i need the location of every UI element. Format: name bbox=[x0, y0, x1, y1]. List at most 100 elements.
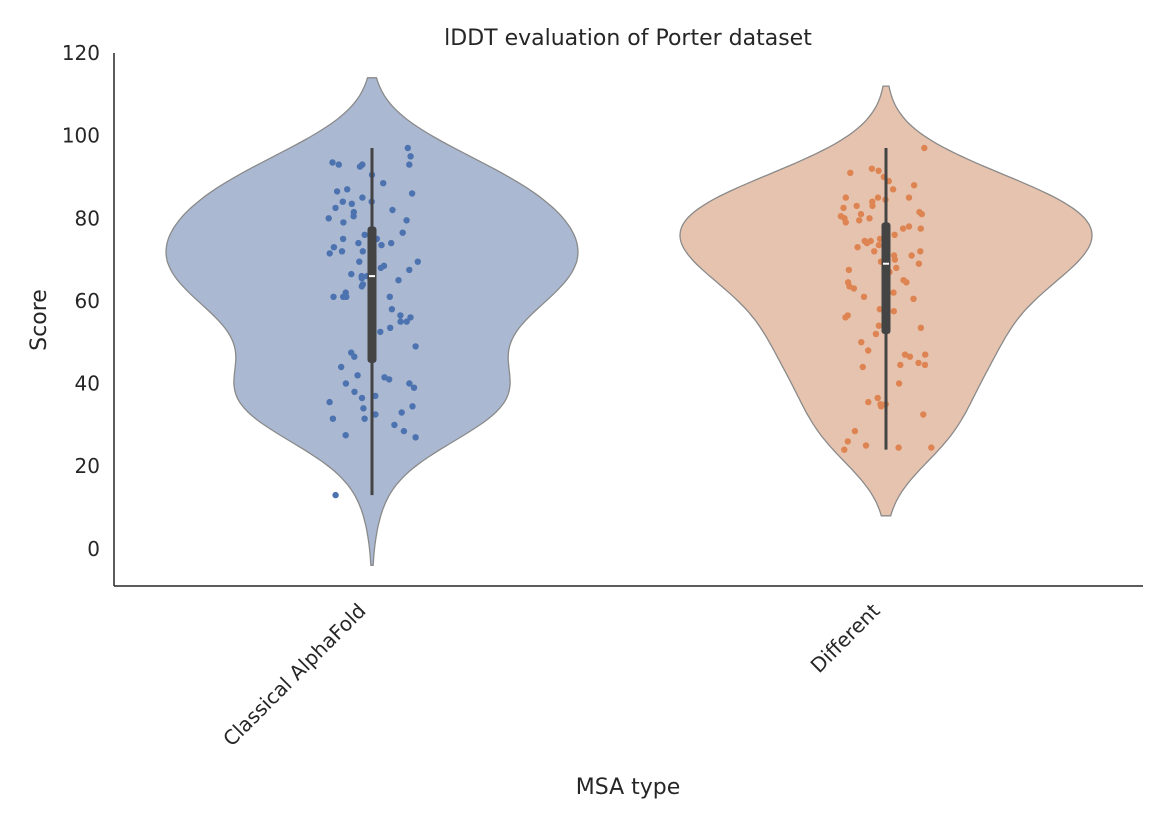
data-point bbox=[891, 256, 899, 263]
data-point bbox=[339, 235, 347, 243]
data-point bbox=[404, 144, 411, 152]
data-point bbox=[354, 372, 361, 379]
violins-layer bbox=[165, 77, 1093, 566]
data-point bbox=[853, 202, 860, 210]
data-point bbox=[903, 279, 910, 286]
data-point bbox=[842, 194, 849, 201]
data-point bbox=[358, 275, 365, 282]
data-point bbox=[868, 165, 876, 172]
boxes-layer bbox=[367, 148, 891, 496]
data-point bbox=[842, 219, 849, 226]
data-point bbox=[355, 239, 362, 247]
data-point bbox=[387, 324, 394, 331]
data-point bbox=[890, 289, 897, 296]
data-point bbox=[921, 361, 929, 369]
data-point bbox=[862, 442, 870, 449]
data-point bbox=[874, 394, 881, 402]
data-point bbox=[895, 380, 903, 387]
data-point bbox=[386, 376, 393, 383]
data-point bbox=[891, 231, 898, 238]
data-point bbox=[863, 239, 871, 247]
data-point bbox=[377, 328, 384, 336]
data-point bbox=[850, 285, 858, 292]
data-point bbox=[386, 293, 393, 300]
data-point bbox=[338, 248, 346, 255]
data-point bbox=[378, 241, 385, 249]
data-point bbox=[915, 260, 923, 267]
data-point bbox=[344, 186, 351, 193]
data-point bbox=[326, 250, 333, 257]
data-point bbox=[407, 153, 414, 160]
data-point bbox=[897, 361, 904, 369]
data-point bbox=[342, 380, 350, 387]
chart-title: lDDT evaluation of Porter dataset bbox=[444, 26, 812, 51]
data-point bbox=[859, 363, 866, 371]
x-axis-label: MSA type bbox=[576, 775, 681, 800]
data-point bbox=[399, 229, 406, 236]
y-tick-label: 120 bbox=[62, 41, 100, 65]
x-tick-label: Classical AlphaFold bbox=[218, 599, 370, 751]
data-point bbox=[360, 405, 367, 412]
data-point bbox=[922, 351, 929, 358]
data-point bbox=[332, 204, 339, 212]
iqr-box bbox=[367, 226, 377, 363]
y-tick-label: 60 bbox=[75, 289, 100, 313]
data-point bbox=[876, 306, 883, 313]
data-point bbox=[338, 363, 345, 371]
data-point bbox=[847, 169, 854, 176]
data-point bbox=[380, 180, 387, 187]
data-point bbox=[343, 293, 350, 300]
data-point bbox=[342, 432, 349, 439]
data-point bbox=[350, 213, 357, 220]
data-point bbox=[917, 248, 924, 255]
axes-layer bbox=[113, 53, 1143, 587]
data-point bbox=[920, 411, 927, 418]
data-point bbox=[841, 446, 848, 453]
data-point bbox=[325, 215, 332, 222]
points-layer bbox=[325, 144, 935, 499]
data-point bbox=[906, 353, 914, 360]
data-point bbox=[397, 312, 404, 319]
data-point bbox=[889, 186, 897, 193]
data-point bbox=[403, 217, 410, 224]
data-point bbox=[895, 444, 902, 451]
data-point bbox=[858, 339, 865, 346]
data-point bbox=[406, 380, 413, 387]
data-point bbox=[890, 308, 897, 315]
data-point bbox=[893, 264, 900, 272]
data-point bbox=[901, 351, 909, 358]
data-point bbox=[403, 318, 410, 325]
data-point bbox=[332, 491, 339, 499]
data-point bbox=[395, 277, 402, 284]
data-point bbox=[899, 225, 907, 232]
data-point bbox=[412, 434, 419, 441]
y-tick-label: 20 bbox=[75, 454, 100, 478]
data-point bbox=[844, 438, 851, 445]
data-point bbox=[359, 194, 366, 201]
data-point bbox=[372, 392, 379, 400]
data-point bbox=[339, 198, 346, 205]
data-point bbox=[348, 200, 355, 207]
data-point bbox=[409, 403, 416, 410]
data-point bbox=[412, 343, 419, 350]
data-point bbox=[857, 210, 865, 218]
data-point bbox=[358, 283, 365, 290]
data-point bbox=[398, 409, 405, 416]
data-point bbox=[840, 204, 847, 212]
data-point bbox=[875, 322, 883, 329]
data-point bbox=[356, 258, 363, 265]
data-point bbox=[910, 295, 917, 302]
data-point bbox=[330, 293, 337, 300]
data-point bbox=[875, 241, 883, 249]
y-tick-label: 100 bbox=[62, 124, 100, 148]
data-point bbox=[372, 411, 379, 418]
data-point bbox=[391, 421, 398, 429]
data-point bbox=[348, 270, 355, 278]
y-tick-label: 0 bbox=[87, 537, 100, 561]
data-point bbox=[340, 219, 347, 226]
data-point bbox=[329, 415, 337, 422]
data-point bbox=[406, 266, 413, 274]
data-point bbox=[330, 244, 338, 251]
data-point bbox=[361, 231, 368, 238]
